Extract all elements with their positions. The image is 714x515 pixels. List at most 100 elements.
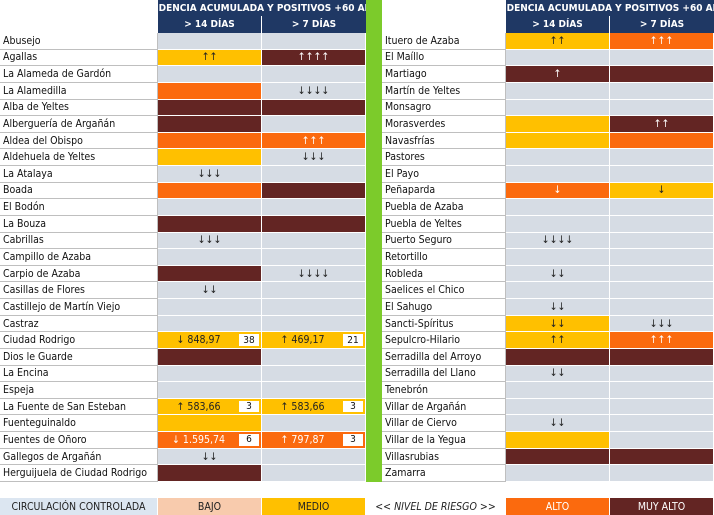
cell — [610, 415, 714, 433]
cell — [610, 365, 714, 383]
cell — [610, 382, 714, 399]
cell: ↓↓↓ — [610, 315, 714, 333]
cell: ↑↑↑↑ — [262, 49, 366, 67]
cell — [610, 199, 714, 216]
cell — [158, 348, 262, 366]
cell-count: 38 — [239, 334, 259, 346]
cell — [506, 432, 610, 449]
cell — [610, 99, 714, 117]
cell — [262, 448, 366, 466]
cell — [262, 415, 366, 433]
cell-text: ↓↓ — [201, 284, 218, 297]
cell-text: ↓ — [553, 184, 562, 197]
cell-text: ↓↓↓↓ — [541, 234, 574, 247]
legend-item: MUY ALTO — [610, 498, 714, 515]
row-name: Robleda — [382, 265, 506, 283]
row-name: Retortillo — [382, 249, 506, 266]
cell — [506, 398, 610, 416]
cell-text: ↑ — [553, 68, 562, 81]
cell-text: ↓↓ — [549, 317, 566, 330]
cell — [262, 182, 366, 200]
row-name: Navasfrías — [382, 132, 506, 150]
row-name: Casillas de Flores — [0, 282, 158, 300]
cell — [158, 132, 262, 150]
cell-text: ↑↑↑ — [649, 34, 674, 47]
header-col: > 7 DÍAS — [262, 16, 366, 33]
cell — [506, 448, 610, 466]
cell-text: ↓ 1.595,74 — [172, 433, 225, 446]
cell — [262, 249, 366, 266]
cell: ↑ 797,87 3 — [262, 432, 366, 449]
cell — [158, 66, 262, 83]
row-name: Villar de la Yegua — [382, 432, 506, 449]
legend-item: CIRCULACIÓN CONTROLADA — [0, 498, 158, 515]
row-name: Martín de Yeltes — [382, 82, 506, 100]
cell — [158, 149, 262, 167]
cell — [158, 315, 262, 333]
cell — [158, 299, 262, 316]
cell: ↑↑↑ — [262, 132, 366, 150]
legend-item: BAJO — [158, 498, 262, 515]
cell: ↓↓↓↓ — [262, 265, 366, 283]
cell — [262, 382, 366, 399]
row-name: El Payo — [382, 166, 506, 183]
header-title: INCIDENCIA ACUMULADA Y POSITIVOS +60 AÑO… — [506, 0, 714, 16]
cell: ↑↑ — [506, 33, 610, 50]
row-name: Villar de Ciervo — [382, 415, 506, 433]
cell-text: ↑ 583,66 — [280, 400, 325, 413]
row-name: Boada — [0, 182, 158, 200]
cell-text: ↑ 583,66 — [176, 400, 221, 413]
cell — [262, 116, 366, 133]
header-title: INCIDENCIA ACUMULADA Y POSITIVOS +60 AÑO… — [158, 0, 366, 16]
cell: ↓↓ — [158, 282, 262, 300]
cell — [506, 348, 610, 366]
cell: ↑↑ — [610, 116, 714, 133]
cell — [610, 166, 714, 183]
cell: ↓↓ — [506, 315, 610, 333]
row-name: Saelices el Chico — [382, 282, 506, 300]
cell: ↓↓ — [506, 365, 610, 383]
cell — [506, 116, 610, 133]
cell — [262, 348, 366, 366]
cell — [262, 33, 366, 50]
cell: ↓↓↓↓ — [506, 232, 610, 250]
cell — [610, 232, 714, 250]
row-name: Castillejo de Martín Viejo — [0, 299, 158, 316]
cell-text: ↓↓↓↓ — [297, 267, 330, 280]
row-name: La Alamedilla — [0, 82, 158, 100]
cell: ↓ — [610, 182, 714, 200]
row-name: Puebla de Yeltes — [382, 215, 506, 233]
cell — [506, 249, 610, 266]
cell: ↓↓ — [506, 415, 610, 433]
row-name: La Bouza — [0, 215, 158, 233]
cell — [610, 299, 714, 316]
row-name: Espeja — [0, 382, 158, 399]
cell: ↓↓ — [506, 265, 610, 283]
cell-count: 3 — [343, 434, 363, 446]
legend-item: ALTO — [506, 498, 610, 515]
cell-text: ↑↑ — [653, 117, 670, 130]
header-col: > 14 DÍAS — [506, 16, 610, 33]
row-name: Morasverdes — [382, 116, 506, 133]
row-name: La Atalaya — [0, 166, 158, 183]
cell — [158, 415, 262, 433]
cell-text: ↓↓ — [549, 417, 566, 430]
cell: ↓↓ — [506, 299, 610, 316]
cell-text: ↑↑ — [549, 334, 566, 347]
row-name: Sepulcro-Hilario — [382, 332, 506, 349]
cell — [506, 465, 610, 482]
cell — [262, 166, 366, 183]
cell: ↓↓↓ — [158, 166, 262, 183]
row-name: Alberguería de Argañán — [0, 116, 158, 133]
row-name: Puerto Seguro — [382, 232, 506, 250]
row-name: Pastores — [382, 149, 506, 167]
row-name: Abusejo — [0, 33, 158, 50]
row-name: Zamarra — [382, 465, 506, 482]
cell — [506, 199, 610, 216]
row-name: Martiago — [382, 66, 506, 83]
cell — [506, 149, 610, 167]
row-name: Peñaparda — [382, 182, 506, 200]
legend-item: << NIVEL DE RIESGO >> — [366, 498, 506, 515]
row-name: La Fuente de San Esteban — [0, 398, 158, 416]
